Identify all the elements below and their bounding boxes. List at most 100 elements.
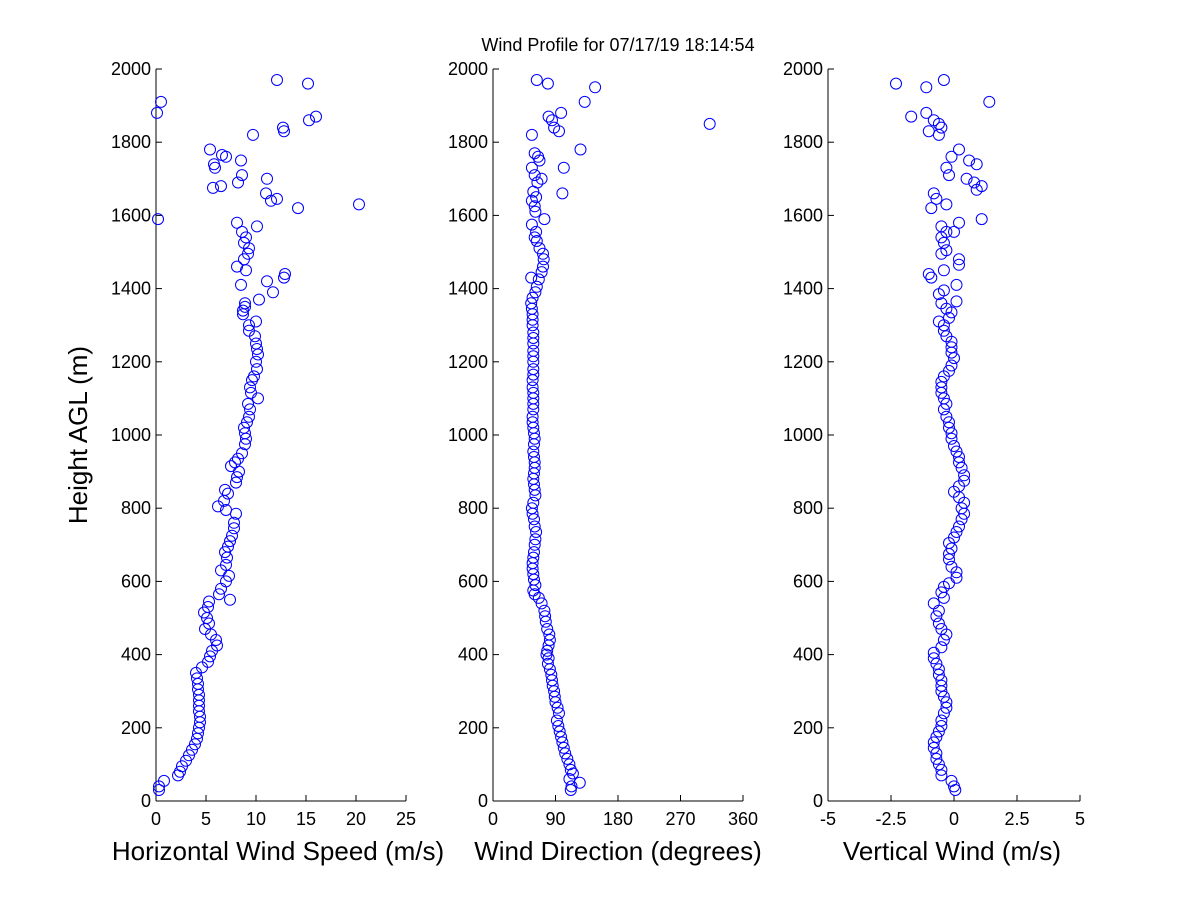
data-point [943, 416, 955, 429]
data-point [950, 571, 963, 584]
data-point [528, 200, 541, 213]
subplot-1: 0 200 400 600 800 1000 1200 1400 1600 1800 2000 0 5 1… [63, 59, 444, 866]
y-tick-label: 2000 [111, 59, 151, 79]
data-point [968, 176, 981, 189]
data-point [244, 403, 256, 416]
y-tick-label: 600 [458, 571, 488, 591]
y-tick-label: 600 [121, 571, 151, 591]
data-point [925, 202, 938, 215]
data-point [248, 370, 260, 383]
data-point [204, 143, 216, 156]
data-point [253, 293, 265, 306]
data-point [551, 701, 564, 714]
data-point [945, 359, 958, 372]
x-tick-label: 5 [1075, 809, 1085, 829]
data-point [189, 738, 201, 751]
x-tick-label: -2.5 [875, 809, 906, 829]
data-point [529, 533, 542, 546]
data-point [153, 784, 165, 796]
data-point [937, 74, 950, 86]
data-point [183, 749, 195, 762]
data-point [530, 225, 543, 238]
data-point [930, 747, 943, 760]
data-point [563, 758, 576, 771]
y-tick-label: 1600 [783, 205, 823, 225]
y-tick-label: 1400 [111, 279, 151, 299]
data-point [550, 714, 563, 727]
data-point [937, 392, 950, 405]
data-point [937, 264, 950, 277]
data-point [940, 330, 953, 343]
x-tick-label: 20 [346, 809, 366, 829]
data-point [930, 610, 943, 623]
data-point [555, 106, 568, 119]
data-point [231, 471, 243, 484]
data-point [261, 275, 273, 288]
data-point [940, 244, 953, 257]
data-point [527, 326, 540, 339]
data-point [945, 432, 958, 445]
data-point [222, 540, 234, 553]
data-point [525, 502, 538, 515]
data-point [245, 386, 257, 399]
data-point [528, 520, 541, 533]
data-point [235, 278, 247, 291]
data-point [191, 672, 203, 685]
data-point [970, 158, 983, 171]
y-tick-label: 0 [813, 791, 823, 811]
y-tick-label: 1800 [448, 132, 488, 152]
data-point [935, 679, 948, 692]
y-tick-label: 200 [458, 718, 488, 738]
data-point [250, 315, 262, 328]
data-point [231, 260, 243, 273]
data-point [525, 194, 538, 207]
data-point [230, 476, 242, 489]
data-point [553, 725, 566, 738]
data-point [556, 187, 569, 200]
y-tick-label: 1400 [783, 279, 823, 299]
y-tick-label: 1000 [783, 425, 823, 445]
data-point [559, 747, 572, 760]
data-point [229, 456, 241, 469]
data-point [527, 363, 540, 376]
data-point [945, 341, 958, 354]
data-point [943, 311, 955, 324]
data-point [528, 546, 540, 559]
data-point [216, 149, 228, 161]
data-point [890, 77, 902, 90]
data-point [527, 332, 540, 344]
data-point [526, 410, 539, 423]
data-point [528, 169, 541, 182]
data-point [948, 531, 960, 544]
x-axis-label: Vertical Wind (m/s) [843, 836, 1061, 866]
data-point [920, 81, 933, 94]
data-point [226, 529, 238, 542]
data-point [937, 324, 950, 337]
data-point [557, 741, 570, 754]
x-tick-label: 90 [545, 809, 565, 829]
data-point [525, 271, 538, 284]
y-tick-label: 1200 [111, 352, 151, 372]
data-point [948, 780, 960, 793]
data-point [541, 644, 554, 657]
data-point [543, 628, 556, 641]
data-point [225, 460, 237, 473]
data-point [303, 114, 315, 127]
data-point [935, 381, 948, 394]
data-point [261, 172, 273, 185]
data-point [955, 502, 968, 515]
data-point [244, 381, 256, 394]
data-point [920, 106, 933, 119]
data-point [528, 451, 540, 463]
data-point [943, 364, 955, 377]
data-point [935, 714, 948, 727]
data-point [573, 776, 586, 789]
data-point [353, 198, 365, 211]
data-point [527, 496, 540, 509]
data-point [937, 236, 950, 249]
data-point [236, 225, 248, 238]
data-point [239, 300, 251, 313]
data-point [935, 763, 948, 776]
data-point [222, 487, 234, 500]
